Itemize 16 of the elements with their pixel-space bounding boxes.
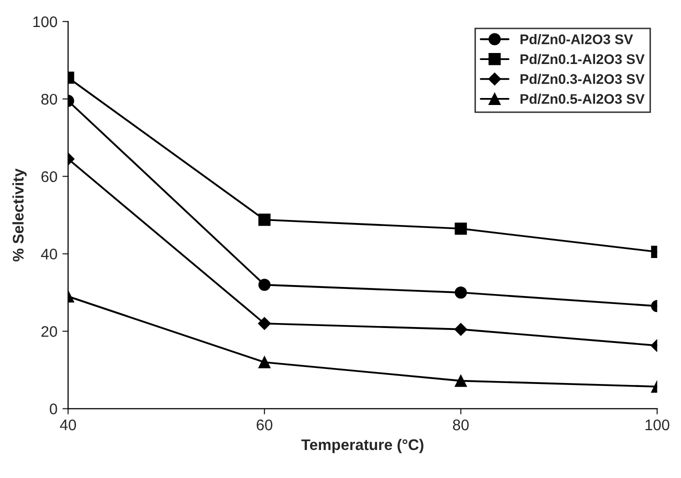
y-tick-label: 60: [41, 171, 58, 182]
legend-label: Pd/Zn0.1-Al2O3 SV: [520, 54, 645, 64]
y-axis-title: % Selectivity: [12, 168, 27, 262]
y-tick-label: 0: [50, 404, 58, 414]
y-tick-label: 100: [33, 16, 58, 28]
x-tick-label: 40: [60, 420, 76, 430]
x-tick-label: 60: [256, 420, 272, 430]
legend-label: Pd/Zn0.3-Al2O3 SV: [520, 74, 645, 84]
y-tick-label: 80: [41, 94, 58, 105]
x-tick-label: 80: [452, 420, 469, 430]
legend-label: Pd/Zn0.5-Al2O3 SV: [520, 94, 645, 104]
legend-label: Pd/Zn0-Al2O3 SV: [520, 34, 633, 44]
x-axis-title: Temperature (°C): [301, 438, 424, 454]
y-tick-label: 40: [41, 248, 58, 260]
x-tick-label: 100: [646, 420, 670, 430]
y-tick-label: 20: [41, 326, 58, 337]
